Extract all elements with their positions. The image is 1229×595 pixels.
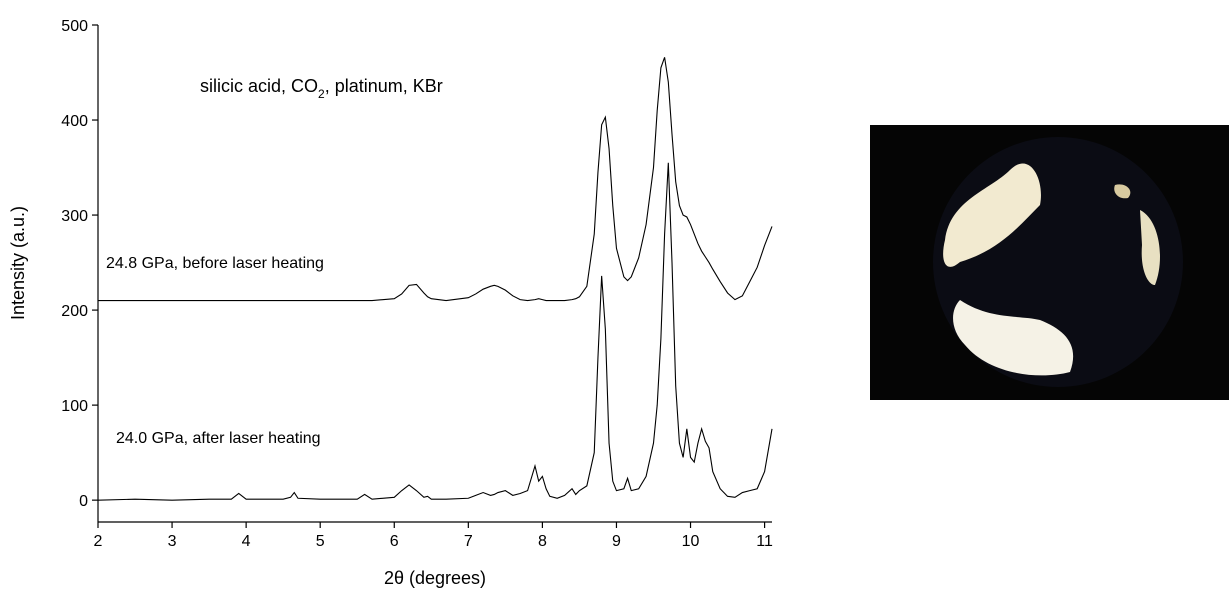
- x-tick-label: 2: [94, 533, 103, 550]
- y-tick-label: 0: [79, 493, 88, 510]
- y-tick-label: 500: [61, 18, 88, 35]
- x-tick-label: 10: [682, 533, 700, 550]
- photo: [870, 125, 1229, 400]
- y-tick-label: 200: [61, 303, 88, 320]
- x-tick-label: 4: [242, 533, 251, 550]
- x-tick-label: 7: [464, 533, 473, 550]
- y-tick-label: 400: [61, 113, 88, 130]
- x-tick-label: 8: [538, 533, 547, 550]
- x-tick-label: 11: [756, 533, 773, 550]
- annotation-subscript: 2: [318, 87, 325, 101]
- x-tick-label: 3: [168, 533, 177, 550]
- annotation-text: silicic acid, CO: [200, 76, 318, 96]
- x-tick-label: 5: [316, 533, 325, 550]
- series-label: 24.0 GPa, after laser heating: [116, 430, 321, 447]
- y-tick-label: 300: [61, 208, 88, 225]
- y-axis-label: Intensity (a.u.): [8, 206, 28, 320]
- series-line: [98, 57, 773, 302]
- x-axis-label: 2θ (degrees): [384, 568, 486, 588]
- annotation-text-after: , platinum, KBr: [325, 76, 443, 96]
- series-line: [97, 162, 773, 501]
- x-tick-label: 9: [612, 533, 621, 550]
- annotation: silicic acid, CO2, platinum, KBr: [200, 76, 443, 101]
- x-tick-label: 6: [390, 533, 399, 550]
- y-tick-label: 100: [61, 398, 88, 415]
- series-label: 24.8 GPa, before laser heating: [106, 255, 324, 272]
